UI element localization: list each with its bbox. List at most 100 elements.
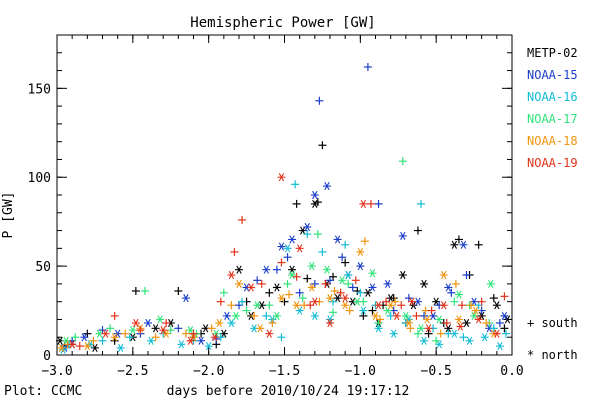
noaa-18-south-point: [268, 319, 277, 327]
noaa-17-south-point: [344, 279, 353, 288]
noaa-16-north-point: [389, 329, 398, 338]
noaa-17-south-point: [432, 336, 441, 345]
noaa-19-north-point: [492, 329, 501, 338]
metp-02-north-point: [151, 324, 160, 333]
noaa-16-south-point: [459, 333, 468, 342]
metp-02-north-point: [492, 301, 501, 310]
noaa-19-north-point: [265, 329, 274, 338]
noaa-19-north-point: [186, 336, 195, 345]
noaa-17-south-point: [265, 301, 274, 310]
noaa-19-north-point: [247, 283, 256, 292]
data-points: [56, 63, 512, 354]
noaa-16-north-point: [480, 333, 489, 342]
noaa-19-north-point: [277, 173, 286, 182]
noaa-16-north-point: [465, 336, 474, 345]
metp-02-south-point: [424, 329, 433, 338]
metp-02-south-point: [265, 288, 274, 297]
noaa-16-north-point: [227, 318, 236, 328]
noaa-19-south-point: [457, 301, 466, 310]
noaa-19-south-point: [292, 272, 301, 281]
noaa-15-north-point: [398, 231, 407, 240]
noaa-16-north-point: [116, 343, 125, 352]
noaa-19-north-point: [159, 326, 168, 335]
x-tick-label: −1.5: [269, 364, 300, 379]
metp-02-north-point: [235, 265, 243, 274]
noaa-19-south-point: [442, 319, 451, 327]
noaa-16-south-point: [341, 240, 350, 249]
metp-02-north-point: [477, 311, 486, 320]
noaa-18-north-point: [277, 294, 286, 303]
y-tick-label: 0: [43, 349, 51, 364]
noaa-15-south-point: [253, 276, 262, 285]
noaa-19-south-point: [257, 279, 266, 288]
noaa-17-north-point: [322, 265, 331, 274]
noaa-19-north-point: [374, 301, 383, 310]
noaa-19-north-point: [341, 294, 350, 303]
metp-02-south-point: [341, 258, 350, 267]
noaa-15-north-point: [322, 182, 331, 191]
noaa-15-south-point: [283, 253, 292, 262]
noaa-17-south-point: [106, 324, 115, 333]
noaa-17-south-point: [283, 279, 292, 288]
noaa-18-north-point: [386, 301, 395, 310]
noaa-19-south-point: [136, 326, 145, 335]
noaa-16-south-point: [329, 297, 338, 306]
noaa-15-south-point: [447, 288, 456, 297]
noaa-15-south-point: [495, 319, 504, 327]
noaa-18-south-point: [250, 311, 259, 320]
noaa-17-south-point: [313, 230, 322, 239]
noaa-18-south-point: [360, 237, 369, 246]
noaa-15-south-point: [272, 265, 281, 274]
noaa-16-south-point: [125, 333, 134, 342]
y-tick-label: 150: [28, 82, 51, 97]
noaa-18-north-point: [439, 270, 448, 280]
noaa-16-north-point: [177, 340, 186, 349]
noaa-15-south-point: [348, 283, 357, 292]
noaa-16-north-point: [420, 336, 429, 345]
y-axis-label: P [GW]: [1, 192, 16, 239]
noaa-17-south-point: [140, 287, 149, 295]
noaa-19-north-point: [131, 318, 140, 328]
noaa-19-south-point: [189, 329, 198, 338]
metp-02-north-point: [288, 265, 297, 274]
noaa-19-north-point: [68, 340, 77, 349]
noaa-19-south-point: [238, 215, 247, 224]
noaa-18-north-point: [404, 318, 413, 328]
noaa-18-north-point: [110, 333, 119, 342]
noaa-17-north-point: [253, 301, 262, 310]
noaa-17-north-point: [288, 270, 297, 280]
noaa-18-north-point: [341, 301, 350, 310]
legend-entry-metp-02: METP-02: [527, 46, 578, 60]
metp-02-north-point: [310, 199, 319, 208]
noaa-18-south-point: [121, 329, 130, 338]
noaa-19-north-point: [474, 315, 483, 324]
noaa-15-south-point: [462, 271, 471, 279]
legend-entry-noaa-17: NOAA-17: [527, 112, 578, 126]
noaa-17-north-point: [368, 269, 377, 278]
noaa-19-north-point: [392, 311, 401, 320]
noaa-19-south-point: [75, 342, 84, 351]
noaa-15-north-point: [303, 222, 312, 232]
noaa-19-north-point: [210, 333, 219, 342]
metp-02-south-point: [368, 306, 377, 315]
metp-02-south-point: [303, 274, 312, 283]
noaa-18-north-point: [307, 283, 316, 292]
noaa-16-north-point: [344, 270, 353, 280]
noaa-15-south-point: [174, 324, 183, 333]
metp-02-south-point: [174, 287, 183, 295]
noaa-17-north-point: [401, 311, 410, 320]
noaa-17-south-point: [398, 157, 407, 166]
legend-entry-noaa-16: NOAA-16: [527, 90, 578, 104]
noaa-19-north-point: [439, 301, 448, 310]
noaa-18-south-point: [345, 306, 354, 315]
noaa-18-north-point: [326, 294, 334, 303]
noaa-19-north-point: [326, 318, 334, 328]
noaa-19-south-point: [336, 288, 345, 297]
noaa-18-north-point: [57, 343, 66, 352]
metp-02-south-point: [83, 329, 92, 338]
noaa-19-north-point: [295, 244, 304, 253]
noaa-15-south-point: [326, 276, 334, 285]
noaa-15-north-point: [444, 283, 453, 292]
noaa-16-south-point: [291, 180, 300, 189]
metp-02-north-point: [420, 279, 429, 288]
